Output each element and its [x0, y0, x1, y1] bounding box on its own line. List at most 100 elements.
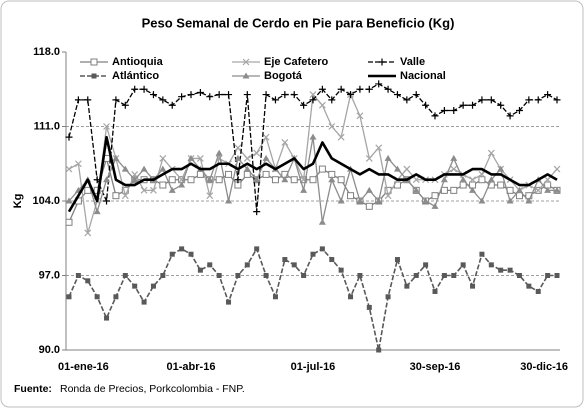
- marker: [150, 186, 157, 194]
- marker: [404, 283, 410, 289]
- x-tick-label: 01-jul-16: [291, 361, 336, 373]
- series-line: [68, 248, 557, 351]
- marker: [74, 96, 82, 104]
- marker: [187, 154, 195, 161]
- marker: [357, 273, 363, 278]
- marker: [253, 149, 261, 157]
- marker: [318, 218, 326, 225]
- marker: [431, 202, 439, 209]
- series-markers: [66, 246, 560, 353]
- marker: [122, 273, 128, 278]
- marker: [272, 294, 278, 300]
- marker: [141, 299, 147, 305]
- marker: [75, 273, 81, 278]
- marker: [300, 186, 308, 193]
- marker: [423, 262, 429, 268]
- marker: [179, 246, 185, 252]
- marker: [497, 181, 505, 189]
- marker: [243, 165, 251, 172]
- marker: [234, 176, 242, 184]
- marker: [525, 96, 533, 104]
- marker: [487, 149, 495, 157]
- marker: [534, 186, 542, 194]
- marker: [243, 91, 251, 99]
- marker: [207, 262, 213, 268]
- marker: [197, 267, 203, 273]
- marker: [375, 144, 383, 152]
- marker: [131, 170, 139, 178]
- marker: [159, 155, 167, 162]
- marker: [112, 192, 120, 200]
- marker: [318, 165, 326, 173]
- marker: [271, 96, 279, 104]
- y-tick-label: 111.0: [34, 120, 60, 132]
- source: Ronda de Precios, Porkcolombia - FNP.: [60, 383, 245, 395]
- marker: [84, 96, 92, 104]
- series-markers: [65, 80, 561, 216]
- legend-label: Bogotá: [264, 70, 303, 82]
- marker: [328, 123, 336, 130]
- marker: [478, 96, 486, 104]
- marker: [262, 154, 270, 161]
- marker: [150, 283, 156, 289]
- marker: [196, 88, 204, 96]
- x-tick-label: 30-dic-16: [520, 361, 568, 373]
- marker: [356, 85, 364, 93]
- marker: [262, 91, 270, 99]
- marker: [169, 251, 175, 257]
- marker: [216, 273, 222, 278]
- marker: [309, 133, 317, 140]
- marker: [347, 192, 355, 200]
- marker: [196, 155, 204, 162]
- marker: [215, 176, 223, 184]
- marker: [66, 294, 72, 300]
- marker: [384, 85, 392, 93]
- marker: [375, 197, 383, 204]
- y-tick-label: 118.0: [33, 46, 60, 58]
- marker: [459, 176, 467, 183]
- marker: [440, 176, 448, 183]
- marker: [262, 133, 270, 141]
- marker: [497, 101, 505, 109]
- marker: [479, 251, 485, 257]
- marker: [450, 154, 458, 161]
- marker: [121, 192, 129, 200]
- marker: [507, 267, 513, 273]
- marker: [215, 91, 223, 99]
- marker: [365, 186, 373, 193]
- marker: [187, 91, 195, 99]
- marker: [338, 267, 344, 273]
- marker: [121, 101, 129, 109]
- marker: [450, 165, 458, 173]
- marker: [271, 176, 279, 184]
- series-line: [67, 135, 558, 213]
- marker: [450, 107, 458, 115]
- marker: [385, 294, 391, 300]
- marker: [140, 85, 148, 93]
- x-tick-label: 30-sep-16: [410, 361, 461, 373]
- marker: [281, 139, 289, 146]
- marker: [206, 176, 214, 183]
- marker: [366, 304, 372, 310]
- marker: [131, 85, 139, 93]
- marker: [254, 246, 260, 252]
- x-tick-label: 01-ene-16: [58, 361, 109, 373]
- marker: [131, 176, 139, 183]
- marker: [337, 197, 345, 204]
- marker: [376, 347, 382, 353]
- marker: [168, 186, 176, 193]
- marker: [300, 101, 308, 109]
- marker: [544, 186, 552, 193]
- marker: [140, 165, 148, 172]
- marker: [348, 294, 354, 300]
- marker: [440, 107, 448, 115]
- marker: [263, 273, 269, 278]
- marker: [422, 101, 430, 109]
- marker: [178, 181, 186, 188]
- marker: [234, 154, 242, 161]
- marker: [459, 101, 467, 109]
- marker: [412, 186, 420, 193]
- marker: [215, 149, 223, 156]
- marker: [319, 246, 325, 252]
- marker: [253, 208, 261, 216]
